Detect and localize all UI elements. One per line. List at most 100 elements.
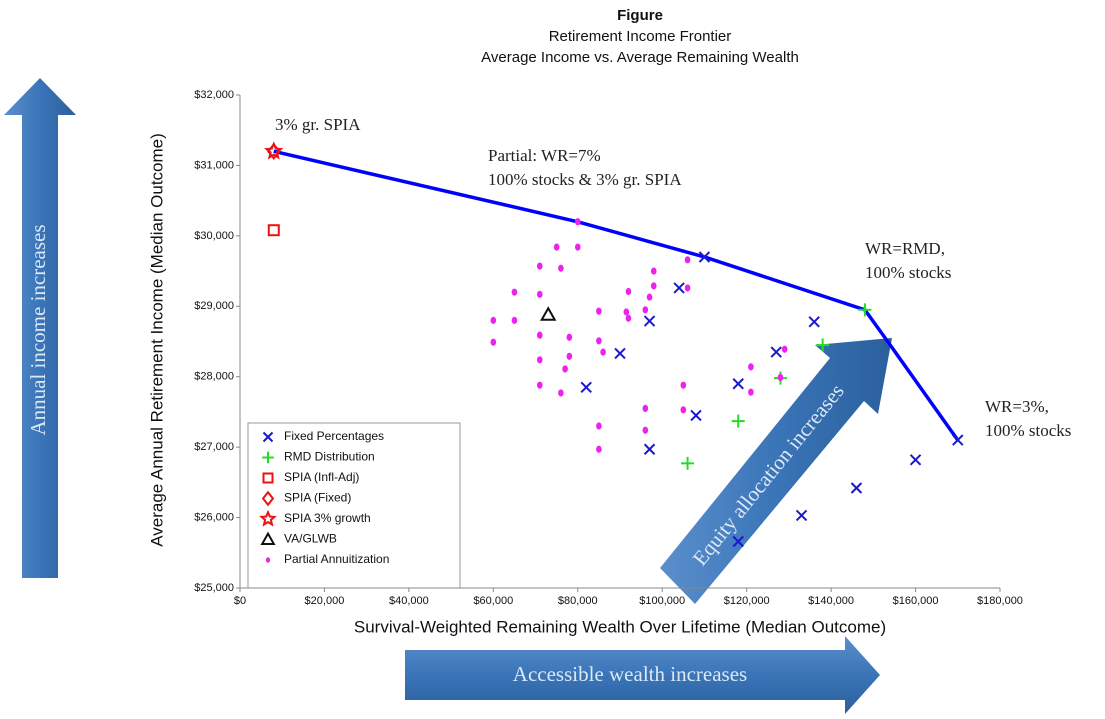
point (858, 303, 872, 317)
y-tick-label: $31,000 (194, 159, 234, 171)
marker-shape (540, 306, 557, 321)
y-axis-label: Average Annual Retirement Income (Median… (147, 133, 166, 547)
marker-shape (490, 316, 497, 324)
legend-label: SPIA 3% growth (284, 511, 371, 525)
marker-stroke (732, 535, 744, 548)
point (680, 381, 687, 389)
marker-shape (684, 256, 691, 264)
legend (247, 422, 461, 589)
point (536, 381, 543, 389)
x-axis-label: Survival-Weighted Remaining Wealth Over … (354, 617, 886, 636)
point (536, 290, 543, 298)
point (642, 426, 649, 434)
point (646, 293, 653, 301)
x-tick-label: $60,000 (473, 595, 513, 607)
annotation: 100% stocks (985, 421, 1071, 440)
marker-stroke (698, 251, 711, 263)
point (642, 404, 649, 413)
marker-shape (625, 314, 632, 322)
chart-title: Figure (617, 7, 663, 24)
point (643, 443, 656, 455)
point (614, 347, 626, 360)
point (816, 338, 830, 352)
marker-stroke (732, 378, 744, 390)
point (490, 338, 497, 346)
point (625, 314, 632, 322)
point (650, 267, 657, 275)
chart-subtitle: Retirement Income Frontier (549, 28, 732, 45)
marker-shape (650, 267, 657, 275)
marker-shape (566, 333, 573, 341)
frontier-line (273, 149, 960, 442)
marker-shape (748, 363, 754, 371)
legend-label: SPIA (Fixed) (284, 491, 351, 505)
marker-stroke (770, 346, 782, 358)
x-tick-label: $100,000 (639, 595, 685, 607)
point (264, 141, 284, 160)
marker-shape (642, 306, 649, 314)
point (680, 406, 687, 414)
point (511, 288, 518, 296)
point (600, 348, 606, 356)
y-tick-label: $28,000 (194, 371, 234, 383)
income-arrow (4, 78, 76, 578)
chart-subtitle: Average Income vs. Average Remaining Wea… (481, 49, 799, 66)
point (625, 287, 632, 296)
legend-label: Partial Annuitization (284, 552, 389, 566)
point (808, 316, 820, 328)
arrow-label: Accessible wealth increases (513, 662, 747, 686)
marker-stroke (952, 434, 964, 446)
marker-shape (536, 381, 543, 389)
marker-shape (596, 337, 602, 345)
marker-stroke (614, 347, 626, 360)
marker-shape (650, 282, 657, 290)
marker-shape (777, 373, 784, 382)
point (642, 306, 649, 314)
marker-shape (511, 316, 518, 324)
point (850, 482, 863, 494)
marker-stroke (643, 443, 656, 455)
point (558, 264, 564, 272)
marker-shape (596, 422, 602, 430)
marker-shape (680, 406, 687, 414)
legend-marker (261, 490, 275, 507)
marker-stroke (795, 509, 808, 522)
equity-arrow (660, 338, 892, 604)
marker-shape (781, 345, 788, 353)
point (731, 414, 745, 428)
marker-shape (600, 348, 606, 356)
point (490, 316, 497, 324)
point (562, 365, 568, 373)
marker-shape (596, 307, 602, 315)
marker-shape (625, 287, 632, 296)
point (732, 378, 744, 390)
marker-shape (642, 404, 649, 413)
legend-marker (265, 557, 271, 563)
marker-shape (536, 290, 543, 298)
point (580, 381, 592, 393)
legend-marker (260, 531, 276, 545)
point (781, 345, 788, 353)
arrow-label: Annual income increases (26, 224, 50, 435)
marker-shape (536, 331, 543, 339)
marker-stroke (580, 381, 592, 393)
x-tick-label: $80,000 (558, 595, 598, 607)
x-tick-label: $180,000 (977, 595, 1023, 607)
marker-shape (623, 308, 630, 316)
annotation: Partial: WR=7% (488, 146, 601, 165)
marker-shape (596, 445, 602, 453)
marker-shape (748, 388, 754, 396)
point (643, 315, 656, 327)
marker-shape (574, 218, 581, 226)
y-tick-label: $30,000 (194, 230, 234, 242)
point (596, 422, 602, 430)
marker-shape (553, 243, 560, 251)
annotation: 3% gr. SPIA (275, 115, 361, 134)
marker-shape (511, 288, 518, 296)
legend-marker (262, 451, 274, 464)
marker-shape (259, 509, 277, 527)
x-tick-label: $20,000 (305, 595, 345, 607)
point (511, 316, 518, 324)
marker-shape (566, 352, 573, 360)
